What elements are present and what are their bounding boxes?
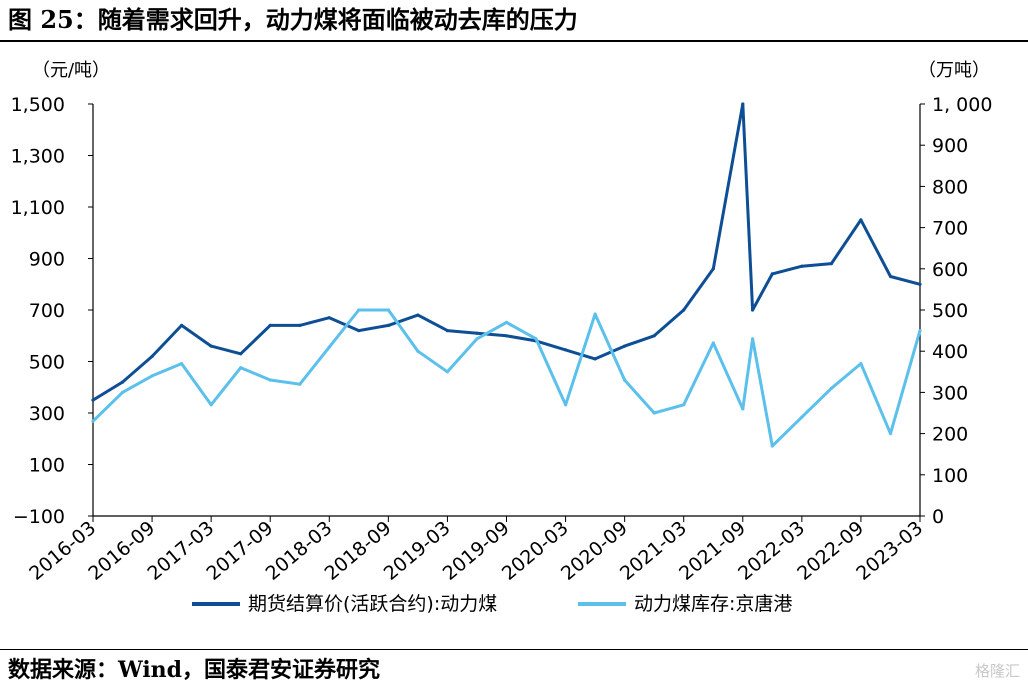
right-tick-label: 400 — [932, 341, 968, 363]
right-axis-unit: （万吨） — [918, 60, 990, 81]
axes-group: （元/吨） （万吨） −100 100 300 500 700 900 1,100 1,300 1,… — [11, 60, 993, 585]
legend-label-2: 动力煤库存:京唐港 — [634, 593, 792, 615]
series-2-point — [416, 349, 420, 353]
left-tick-label: −100 — [13, 506, 65, 528]
chart-title: 图 25：随着需求回升，动力煤将面临被动去库的压力 — [8, 5, 578, 34]
series-2-point — [593, 312, 597, 316]
right-tick-label: 0 — [932, 506, 944, 528]
right-tick-label: 500 — [932, 300, 968, 322]
series-1-point — [859, 218, 863, 222]
series-1-point — [623, 344, 627, 348]
legend: 期货结算价(活跃合约):动力煤 动力煤库存:京唐港 — [192, 593, 792, 615]
series-2-point — [386, 308, 390, 312]
series-2-point — [652, 411, 656, 415]
series-1-point — [357, 329, 361, 333]
series-2-point — [711, 341, 715, 345]
series-1-point — [682, 308, 686, 312]
series-1-point — [564, 348, 568, 352]
series-2-point — [445, 370, 449, 374]
series-1-point — [504, 334, 509, 338]
series-1-point — [888, 274, 893, 279]
series-1-point — [445, 329, 449, 333]
series-2-point — [327, 345, 331, 349]
series-line-2 — [91, 308, 922, 448]
series-2-point — [298, 382, 302, 386]
series-1-point — [386, 323, 390, 327]
series-1-point — [150, 354, 154, 358]
left-tick-label: 1,500 — [11, 94, 65, 116]
right-tick-label: 100 — [932, 465, 968, 487]
series-1-point — [91, 398, 95, 402]
series-1-point — [711, 267, 715, 271]
series-1-point — [593, 357, 597, 361]
series-2-point — [829, 386, 834, 390]
series-2-point — [564, 403, 568, 407]
series-1-point — [741, 102, 745, 106]
right-tick-label: 600 — [932, 259, 968, 281]
series-1-point — [120, 380, 125, 384]
series-2-point — [918, 329, 922, 333]
series-2-point — [150, 374, 154, 378]
series-2-point — [859, 362, 863, 366]
series-1-point — [209, 344, 213, 348]
series-1-point — [475, 331, 479, 335]
dual-axis-line-chart: （元/吨） （万吨） −100 100 300 500 700 900 1,100 1,300 1,… — [11, 60, 993, 615]
left-tick-label: 1,100 — [11, 197, 65, 219]
series-line-1 — [92, 102, 921, 402]
series-2-point — [741, 407, 745, 411]
left-tick-label: 700 — [29, 300, 65, 322]
series-2-point — [209, 403, 213, 407]
series-1-point — [829, 262, 834, 266]
footer-divider — [0, 649, 1028, 650]
left-tick-label: 900 — [29, 249, 65, 271]
left-axis-unit: （元/吨） — [32, 60, 110, 81]
series-1-point — [239, 352, 243, 356]
title-divider — [0, 40, 1028, 42]
x-tick-label: 2023-03 — [852, 517, 927, 585]
right-tick-label: 1, 000 — [932, 94, 992, 116]
series-group — [91, 102, 922, 448]
series-1-point — [652, 334, 656, 338]
watermark-logo: 格隆汇 — [974, 662, 1020, 680]
series-1-point — [770, 272, 774, 276]
right-tick-label: 700 — [932, 218, 968, 240]
series-2-point — [91, 419, 95, 423]
series-2-point — [475, 337, 479, 341]
series-2-point — [623, 378, 627, 382]
series-2-point — [751, 337, 755, 341]
series-2-point — [800, 415, 804, 419]
series-1-point — [918, 282, 922, 286]
data-source-note: 数据来源：Wind，国泰君安证券研究 — [8, 657, 381, 683]
series-2-point — [504, 320, 509, 324]
left-tick-label: 100 — [29, 455, 65, 477]
left-tick-label: 500 — [29, 352, 65, 374]
series-2-point — [770, 444, 774, 448]
series-2-point — [534, 337, 538, 341]
series-1-point — [800, 264, 804, 268]
series-1-point — [416, 313, 420, 317]
series-1-point — [751, 308, 755, 312]
series-1-point — [268, 323, 272, 327]
left-tick-label: 300 — [29, 403, 65, 425]
right-tick-label: 200 — [932, 424, 968, 446]
series-1-point — [298, 323, 302, 327]
series-2-point — [239, 366, 243, 370]
series-2-point — [888, 432, 893, 436]
right-tick-label: 300 — [932, 382, 968, 404]
left-tick-label: 1,300 — [11, 146, 65, 168]
series-1-point — [180, 323, 184, 327]
series-2-point — [120, 390, 125, 394]
right-tick-label: 800 — [932, 176, 968, 198]
right-tick-label: 900 — [932, 135, 968, 157]
series-2-point — [268, 378, 272, 382]
series-2-point — [357, 308, 361, 312]
series-2-point — [682, 403, 686, 407]
series-1-point — [327, 316, 331, 320]
legend-label-1: 期货结算价(活跃合约):动力煤 — [248, 593, 497, 615]
series-2-point — [180, 362, 184, 366]
